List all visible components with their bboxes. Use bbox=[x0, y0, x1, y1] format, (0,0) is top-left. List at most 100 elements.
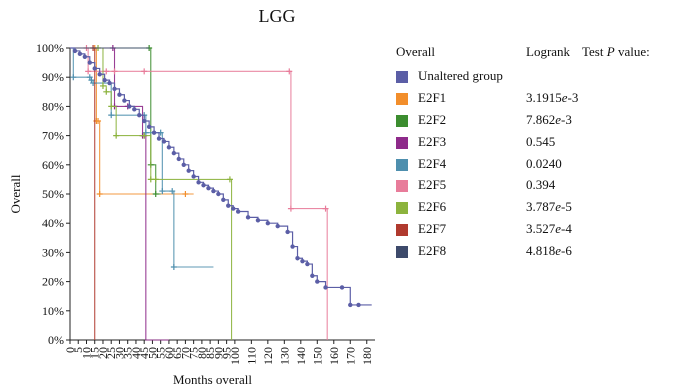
legend-header-overall: Overall bbox=[396, 44, 435, 59]
x-tick-label: 170 bbox=[343, 347, 357, 365]
censor-point-unaltered-group bbox=[196, 180, 201, 185]
legend-label: E2F3 bbox=[418, 133, 447, 149]
x-tick-label: 75 bbox=[187, 347, 201, 359]
legend-item-e2f4: E2F4 0.0240 bbox=[396, 156, 678, 178]
censor-point-unaltered-group bbox=[141, 118, 147, 124]
censor-point-e2f5 bbox=[287, 205, 294, 212]
x-tick-label: 90 bbox=[211, 347, 225, 359]
legend-swatch bbox=[396, 224, 408, 237]
chart-axes: 0% 10% 20% 30% 40% 50% 60% 70% 80% 90% 100% 0510152… bbox=[8, 41, 375, 387]
censor-point-e2f5 bbox=[322, 205, 329, 212]
x-tick-label: 35 bbox=[121, 347, 135, 359]
censor-point-unaltered-group bbox=[206, 185, 211, 191]
censor-point-e2f6 bbox=[141, 132, 148, 139]
x-tick-label: 30 bbox=[112, 347, 126, 359]
y-tick-label: 70% bbox=[42, 129, 64, 143]
censor-point-e2f1 bbox=[96, 191, 103, 197]
censor-point-unaltered-group bbox=[92, 66, 97, 71]
legend-swatch bbox=[396, 136, 408, 149]
x-tick-label: 5 bbox=[71, 347, 85, 353]
y-tick-label: 0% bbox=[48, 333, 64, 347]
chart-series-layer bbox=[70, 45, 372, 341]
censor-point-unaltered-group bbox=[102, 77, 107, 83]
censor-point-unaltered-group bbox=[166, 145, 172, 150]
censor-point-unaltered-group bbox=[356, 302, 361, 308]
censor-point-unaltered-group bbox=[186, 168, 191, 173]
censor-point-unaltered-group bbox=[77, 51, 83, 57]
censor-point-unaltered-group bbox=[305, 261, 310, 267]
y-tick-label: 60% bbox=[42, 158, 64, 172]
censor-point-unaltered-group bbox=[72, 48, 78, 54]
censor-point-unaltered-group bbox=[117, 92, 122, 97]
censor-point-unaltered-group bbox=[191, 174, 196, 179]
censor-point-unaltered-group bbox=[97, 72, 102, 77]
x-tick-label: 40 bbox=[129, 347, 143, 359]
legend-label: E2F7 bbox=[418, 221, 447, 237]
legend-item-e2f1: E2F1 3.1915e-3 bbox=[396, 90, 678, 112]
censor-point-unaltered-group bbox=[132, 107, 137, 112]
censor-point-e2f6 bbox=[226, 176, 233, 183]
legend-swatch bbox=[396, 114, 408, 127]
censor-point-e2f5 bbox=[85, 68, 92, 75]
legend-pvalue: 3.787e-5 bbox=[526, 199, 572, 215]
legend-pvalue: 3.527e-4 bbox=[526, 221, 572, 237]
censor-point-e2f4 bbox=[169, 188, 176, 195]
censor-point-unaltered-group bbox=[226, 203, 231, 208]
x-tick-label: 120 bbox=[261, 347, 275, 365]
censor-point-e2f5 bbox=[286, 68, 293, 75]
legend-swatch bbox=[396, 180, 408, 193]
x-tick-label: 110 bbox=[244, 347, 258, 365]
legend-header-pvalue: Test P value: bbox=[582, 44, 650, 59]
censor-point-unaltered-group bbox=[315, 279, 320, 284]
x-tick-label: 100 bbox=[228, 347, 242, 365]
legend-header: Overall Logrank Test P value: bbox=[396, 44, 678, 68]
censor-point-unaltered-group bbox=[176, 156, 182, 162]
legend-item-e2f3: E2F3 0.545 bbox=[396, 134, 678, 156]
chart-legend: Overall Logrank Test P value: Unaltered … bbox=[396, 44, 678, 265]
censor-point-e2f4 bbox=[108, 112, 115, 119]
censor-point-unaltered-group bbox=[285, 229, 290, 235]
x-tick-label: 25 bbox=[104, 347, 118, 359]
censor-point-unaltered-group bbox=[87, 60, 92, 65]
legend-label: E2F1 bbox=[418, 89, 447, 105]
censor-point-e2f6 bbox=[99, 82, 106, 89]
legend-swatch bbox=[396, 71, 408, 83]
y-tick-label: 20% bbox=[42, 275, 64, 289]
legend-swatch bbox=[396, 246, 408, 259]
x-tick-label: 60 bbox=[162, 347, 176, 359]
censor-point-unaltered-group bbox=[310, 273, 315, 278]
y-axis-label: Overall bbox=[8, 174, 23, 213]
censor-point-unaltered-group bbox=[171, 150, 177, 156]
legend-swatch bbox=[396, 158, 408, 171]
chart-title: LGG bbox=[258, 6, 296, 26]
y-tick-label: 80% bbox=[42, 99, 64, 113]
censor-point-unaltered-group bbox=[211, 188, 216, 194]
censor-point-unaltered-group bbox=[107, 80, 112, 86]
censor-point-unaltered-group bbox=[201, 183, 206, 188]
legend-item-e2f8: E2F8 4.818e-6 bbox=[396, 243, 678, 265]
legend-item-unaltered-group: Unaltered group bbox=[396, 68, 678, 90]
x-tick-label: 0 bbox=[63, 347, 77, 353]
censor-point-e2f5 bbox=[111, 68, 118, 75]
censor-point-e2f6 bbox=[152, 176, 159, 183]
series-line-e2f6 bbox=[70, 47, 233, 340]
y-tick-label: 50% bbox=[42, 187, 64, 201]
censor-point-unaltered-group bbox=[300, 258, 305, 264]
legend-swatch bbox=[396, 92, 408, 105]
x-tick-label: 70 bbox=[178, 347, 192, 359]
censor-point-e2f1 bbox=[182, 191, 189, 197]
legend-item-e2f2: E2F2 7.862e-3 bbox=[396, 112, 678, 134]
legend-swatch bbox=[396, 202, 408, 215]
censor-point-unaltered-group bbox=[82, 54, 88, 59]
x-tick-label: 65 bbox=[170, 347, 184, 359]
censor-point-e2f1 bbox=[95, 118, 102, 124]
legend-label: E2F8 bbox=[418, 243, 447, 259]
censor-point-e2f4 bbox=[170, 264, 177, 270]
censor-point-e2f6 bbox=[103, 88, 110, 95]
legend-item-e2f6: E2F6 3.787e-5 bbox=[396, 199, 678, 221]
legend-header-logrank: Logrank bbox=[526, 44, 571, 59]
x-tick-label: 45 bbox=[137, 347, 151, 359]
censor-point-unaltered-group bbox=[216, 191, 221, 197]
legend-pvalue: 4.818e-6 bbox=[526, 243, 572, 259]
censor-point-unaltered-group bbox=[323, 285, 328, 290]
